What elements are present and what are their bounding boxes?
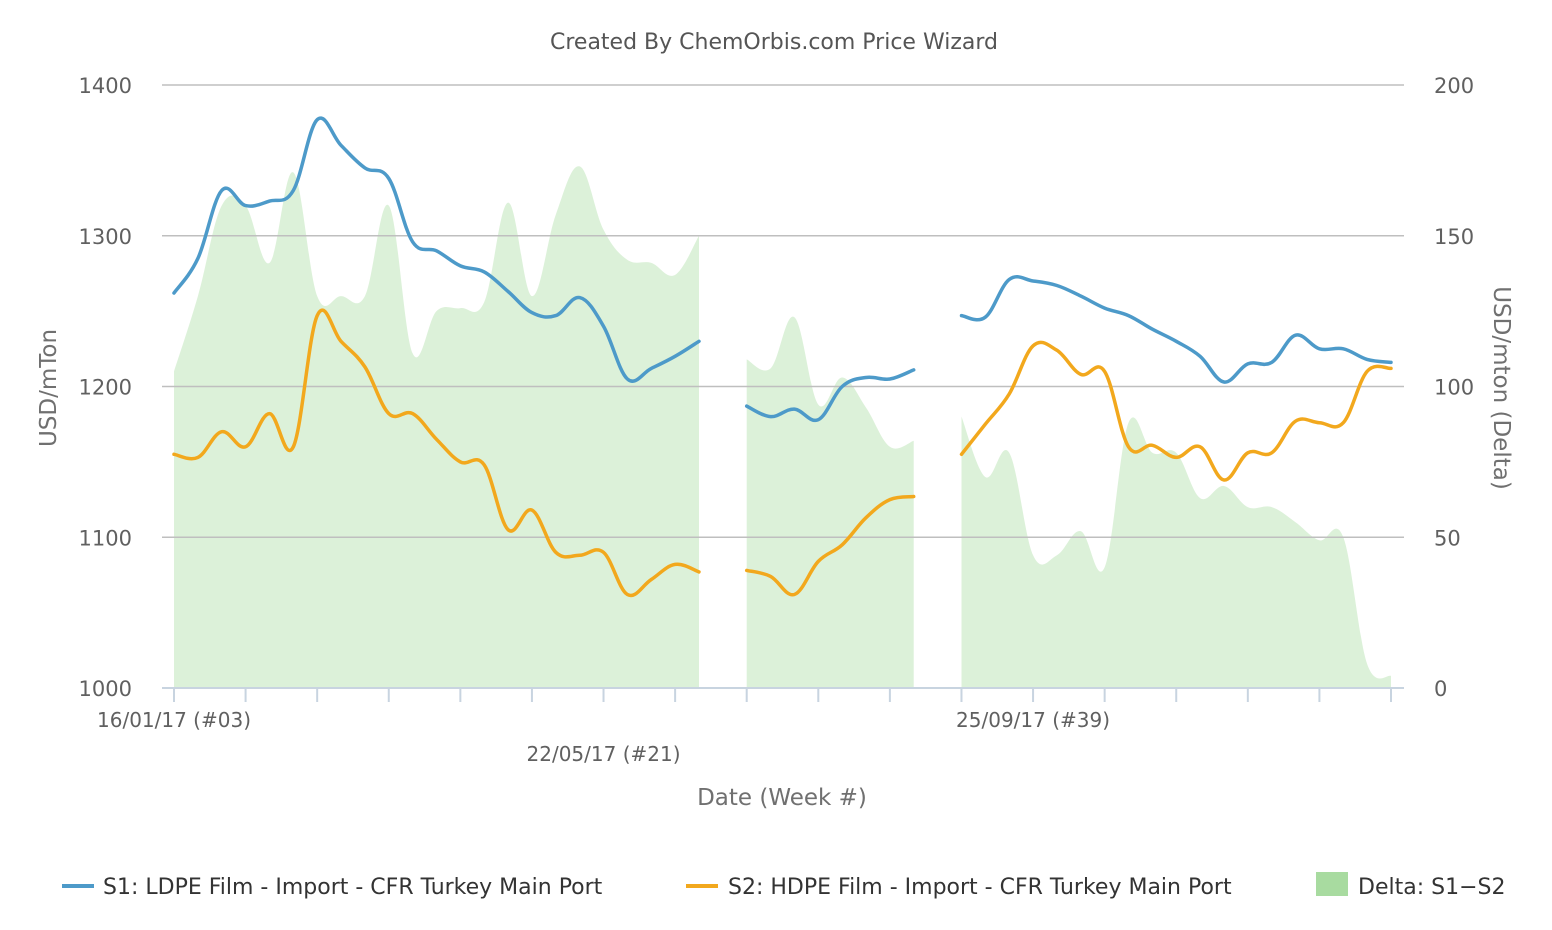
left-y-axis-label: USD/mTon xyxy=(36,329,62,447)
left-y-tick-label: 1100 xyxy=(79,526,132,550)
left-y-tick-label: 1200 xyxy=(79,376,132,400)
right-y-axis-ticks: 0 50 100 150 200 xyxy=(1434,74,1474,701)
right-y-tick-label: 200 xyxy=(1434,74,1474,98)
right-y-tick-label: 50 xyxy=(1434,526,1461,550)
legend-item-s2[interactable]: S2: HDPE Film - Import - CFR Turkey Main… xyxy=(686,875,1232,900)
legend-item-delta[interactable]: Delta: S1−S2 xyxy=(1316,872,1505,900)
delta-area-segment-3 xyxy=(961,416,1391,688)
delta-area-segment-2 xyxy=(746,316,914,688)
right-y-axis-label: USD/mton (Delta) xyxy=(1488,286,1514,490)
gridlines xyxy=(162,84,1404,538)
price-lines-layer xyxy=(172,116,1393,598)
x-tick-label: 22/05/17 (#21) xyxy=(527,742,681,766)
x-axis xyxy=(162,687,1404,702)
x-tick-label: 25/09/17 (#39) xyxy=(956,708,1110,732)
s1-line-segment-2[interactable] xyxy=(744,368,916,423)
s2-line-segment-3[interactable] xyxy=(959,340,1393,482)
legend-item-s1[interactable]: S1: LDPE Film - Import - CFR Turkey Main… xyxy=(62,875,603,900)
legend: S1: LDPE Film - Import - CFR Turkey Main… xyxy=(62,872,1505,900)
legend-swatch-delta xyxy=(1316,872,1348,896)
x-axis-label: Date (Week #) xyxy=(697,785,867,811)
s2-line-segment-2[interactable] xyxy=(744,494,916,597)
right-y-tick-label: 150 xyxy=(1434,225,1474,249)
legend-label-s2: S2: HDPE Film - Import - CFR Turkey Main… xyxy=(728,875,1232,900)
left-y-axis-ticks: 1000 1100 1200 1300 1400 xyxy=(79,74,132,701)
delta-area-layer xyxy=(174,166,1391,688)
left-y-tick-label: 1000 xyxy=(79,677,132,701)
chart-title: Created By ChemOrbis.com Price Wizard xyxy=(550,30,998,55)
s2-line-segment-1[interactable] xyxy=(172,308,701,598)
x-tick-label: 16/01/17 (#03) xyxy=(97,708,251,732)
legend-label-delta: Delta: S1−S2 xyxy=(1358,875,1505,900)
left-y-tick-label: 1400 xyxy=(79,74,132,98)
legend-label-s1: S1: LDPE Film - Import - CFR Turkey Main… xyxy=(103,875,603,900)
s1-line-segment-3[interactable] xyxy=(959,275,1393,384)
s1-line-segment-1[interactable] xyxy=(172,116,701,383)
left-y-tick-label: 1300 xyxy=(79,225,132,249)
delta-area-segment-1 xyxy=(174,166,699,688)
right-y-tick-label: 100 xyxy=(1434,376,1474,400)
x-axis-tick-labels: 16/01/17 (#03) 22/05/17 (#21) 25/09/17 (#3… xyxy=(97,708,1110,766)
right-y-tick-label: 0 xyxy=(1434,677,1447,701)
